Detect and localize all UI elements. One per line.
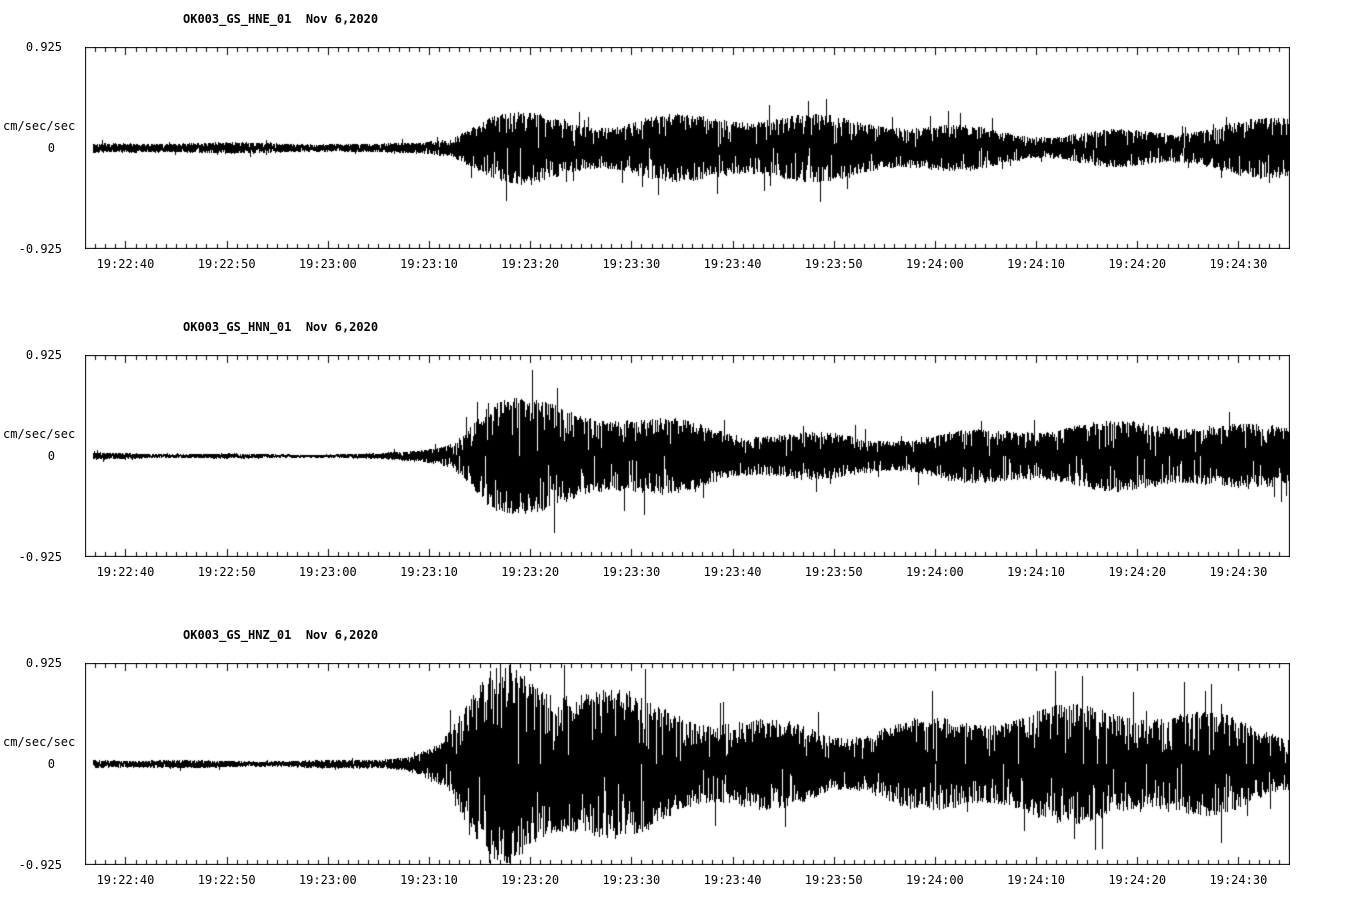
x-tick-label: 19:22:40 <box>96 873 155 887</box>
x-tick-label: 19:24:20 <box>1108 565 1167 579</box>
x-tick-label: 19:23:20 <box>501 873 560 887</box>
x-tick-label: 19:22:50 <box>197 257 256 271</box>
x-tick-label: 19:22:40 <box>96 257 155 271</box>
x-tick-label: 19:23:50 <box>804 873 863 887</box>
x-tick-label: 19:24:30 <box>1209 565 1268 579</box>
x-tick-label: 19:23:30 <box>602 873 661 887</box>
x-tick-label: 19:24:00 <box>905 565 964 579</box>
x-tick-label: 19:22:50 <box>197 873 256 887</box>
x-tick-label: 19:23:10 <box>400 565 458 579</box>
x-tick-label: 19:23:40 <box>703 257 762 271</box>
y-axis-units-label: cm/sec/sec <box>3 427 76 441</box>
x-axis-tick-labels: 19:22:40 19:22:50 19:23:00 19:23:10 19:23:20… <box>85 565 1290 581</box>
x-tick-label: 19:23:10 <box>400 257 458 271</box>
x-tick-label: 19:24:00 <box>905 257 964 271</box>
y-axis-units-label: cm/sec/sec <box>3 119 76 133</box>
waveform-plot <box>85 47 1290 249</box>
x-tick-label: 19:23:00 <box>298 565 357 579</box>
y-axis-zero-label: 0 <box>47 141 55 155</box>
seismogram-panel-hne: OK003_GS_HNE_01 Nov 6,2020 0.925 cm/sec/… <box>0 8 1358 316</box>
y-axis-zero-label: 0 <box>47 757 55 771</box>
y-axis-units-label: cm/sec/sec <box>3 735 76 749</box>
x-axis-tick-labels: 19:22:40 19:22:50 19:23:00 19:23:10 19:23:20… <box>85 873 1290 889</box>
waveform-plot <box>85 355 1290 557</box>
x-tick-label: 19:22:50 <box>197 565 256 579</box>
x-tick-label: 19:23:30 <box>602 565 661 579</box>
x-tick-label: 19:22:40 <box>96 565 155 579</box>
x-tick-label: 19:23:40 <box>703 565 762 579</box>
x-tick-label: 19:24:10 <box>1007 873 1065 887</box>
x-tick-label: 19:23:00 <box>298 873 357 887</box>
x-tick-label: 19:23:50 <box>804 257 863 271</box>
seismogram-panel-hnz: OK003_GS_HNZ_01 Nov 6,2020 0.925 cm/sec/… <box>0 624 1358 924</box>
x-tick-label: 19:23:20 <box>501 257 560 271</box>
y-axis-zero-label: 0 <box>47 449 55 463</box>
x-tick-label: 19:24:00 <box>905 873 964 887</box>
y-axis-min-label: -0.925 <box>18 550 62 564</box>
panel-title: OK003_GS_HNN_01 Nov 6,2020 <box>183 320 379 334</box>
x-tick-label: 19:24:30 <box>1209 873 1268 887</box>
x-tick-label: 19:24:20 <box>1108 873 1167 887</box>
x-tick-label: 19:23:40 <box>703 873 762 887</box>
x-tick-label: 19:23:00 <box>298 257 357 271</box>
panel-title: OK003_GS_HNZ_01 Nov 6,2020 <box>183 628 379 642</box>
x-tick-label: 19:23:10 <box>400 873 458 887</box>
x-tick-label: 19:23:50 <box>804 565 863 579</box>
x-axis-tick-labels: 19:22:40 19:22:50 19:23:00 19:23:10 19:23:20… <box>85 257 1290 273</box>
panel-title: OK003_GS_HNE_01 Nov 6,2020 <box>183 12 379 26</box>
x-tick-label: 19:24:10 <box>1007 257 1065 271</box>
y-axis-min-label: -0.925 <box>18 858 62 872</box>
x-tick-label: 19:23:20 <box>501 565 560 579</box>
y-axis-max-label: 0.925 <box>25 40 62 54</box>
y-axis-max-label: 0.925 <box>25 348 62 362</box>
y-axis-max-label: 0.925 <box>25 656 62 670</box>
x-tick-label: 19:24:30 <box>1209 257 1268 271</box>
x-tick-label: 19:24:10 <box>1007 565 1065 579</box>
waveform-plot <box>85 663 1290 865</box>
y-axis-min-label: -0.925 <box>18 242 62 256</box>
x-tick-label: 19:23:30 <box>602 257 661 271</box>
x-tick-label: 19:24:20 <box>1108 257 1167 271</box>
seismogram-panel-hnn: OK003_GS_HNN_01 Nov 6,2020 0.925 cm/sec/… <box>0 316 1358 624</box>
